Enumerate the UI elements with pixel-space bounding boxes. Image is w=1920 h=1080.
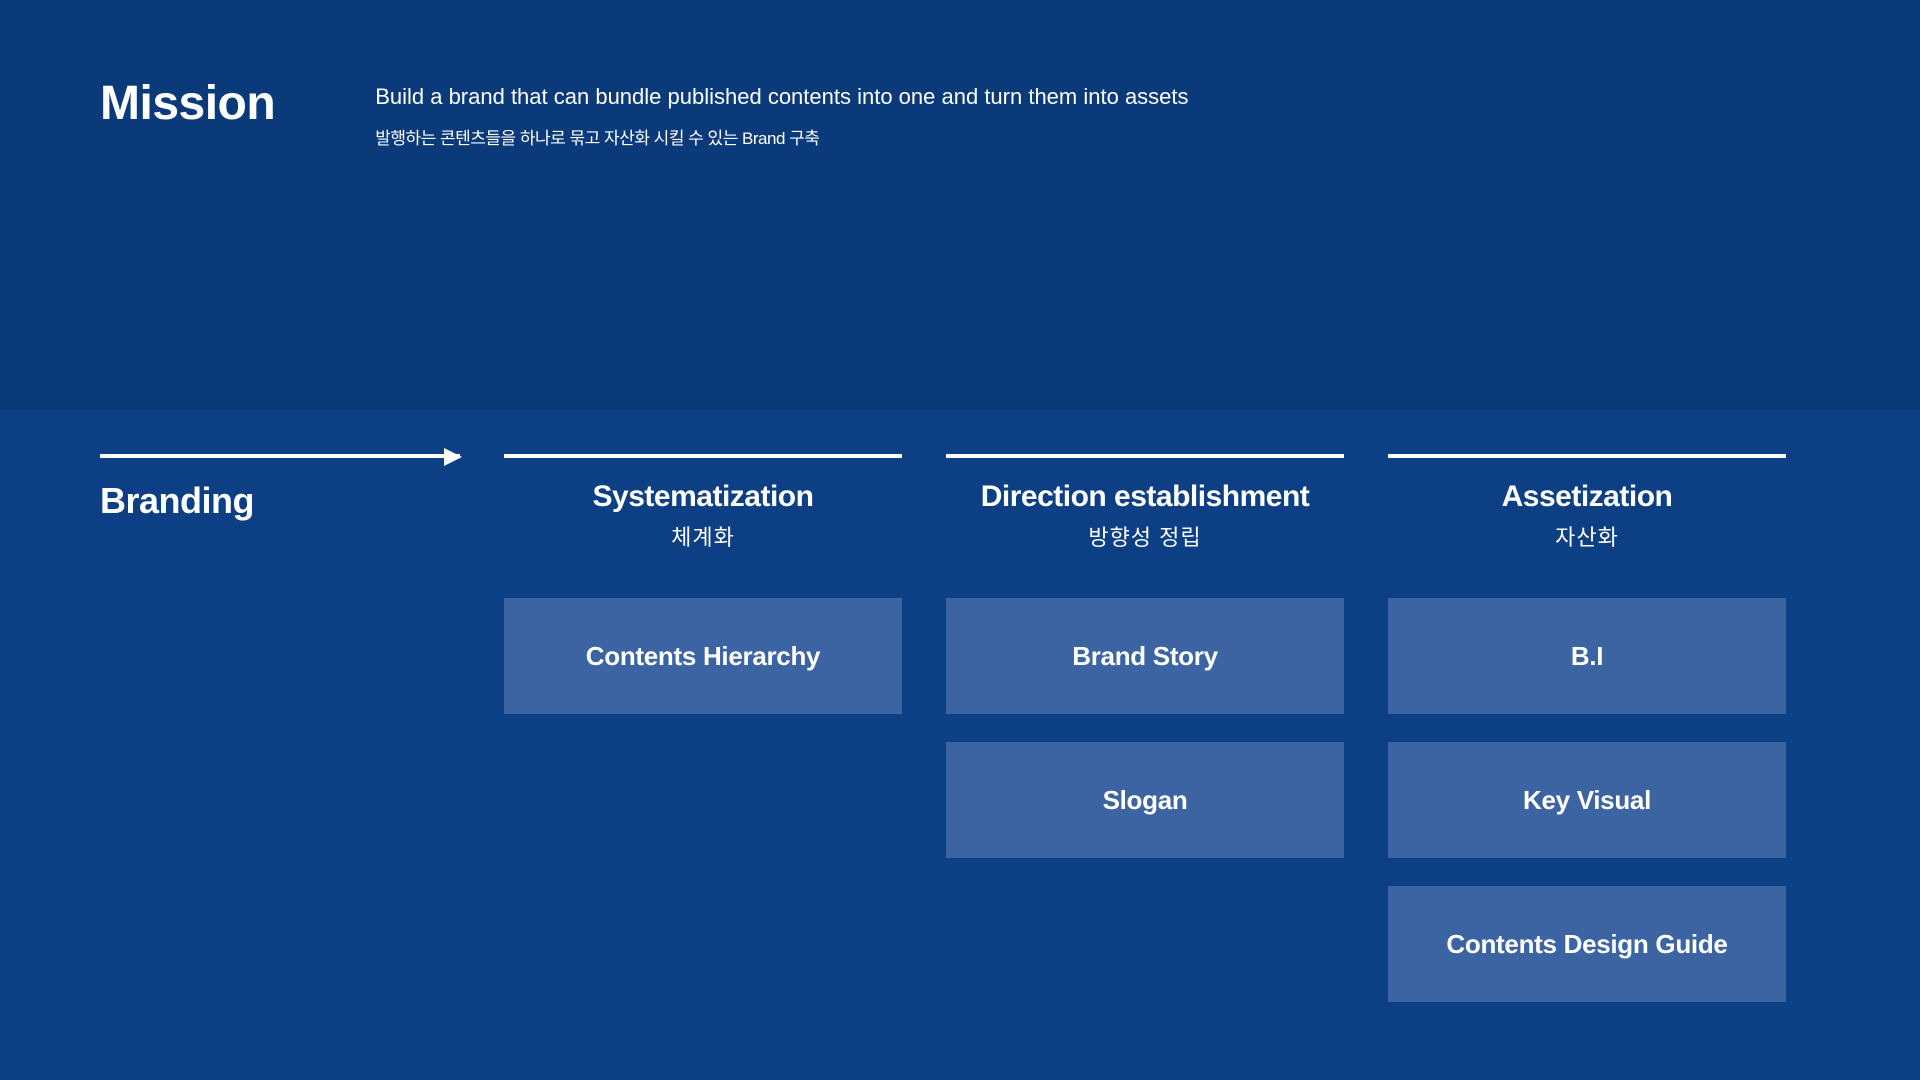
mission-description-en: Build a brand that can bundle published …: [375, 84, 1188, 110]
mission-texts: Build a brand that can bundle published …: [375, 76, 1188, 149]
branding-title: Branding: [100, 480, 460, 522]
col-systematization: Systematization 체계화 Contents Hierarchy: [504, 454, 902, 1030]
mission-title: Mission: [100, 76, 275, 131]
card-bi: B.I: [1388, 598, 1786, 714]
card-label: Contents Hierarchy: [586, 641, 820, 672]
mission-header-row: Mission Build a brand that can bundle pu…: [100, 76, 1820, 149]
pillar-subtitle: 체계화: [504, 520, 902, 552]
card-label: Slogan: [1103, 785, 1188, 816]
card-label: B.I: [1571, 641, 1603, 672]
pillar-subtitle: 자산화: [1388, 520, 1786, 552]
col-branding: Branding: [100, 454, 460, 1030]
branding-divider-arrow: [100, 454, 460, 458]
columns-container: Branding Systematization 체계화 Contents Hi…: [100, 454, 1820, 1030]
card-label: Brand Story: [1072, 641, 1218, 672]
pillar-title: Direction establishment: [946, 480, 1344, 514]
pillar-header-direction: Direction establishment 방향성 정립: [946, 480, 1344, 552]
card-label: Key Visual: [1523, 785, 1651, 816]
card-label: Contents Design Guide: [1446, 929, 1727, 960]
pillar-subtitle: 방향성 정립: [946, 520, 1344, 552]
card-key-visual: Key Visual: [1388, 742, 1786, 858]
pillar-divider: [504, 454, 902, 458]
card-contents-hierarchy: Contents Hierarchy: [504, 598, 902, 714]
pillar-divider: [1388, 454, 1786, 458]
col-direction: Direction establishment 방향성 정립 Brand Sto…: [946, 454, 1344, 1030]
branding-section: Branding Systematization 체계화 Contents Hi…: [0, 410, 1920, 1080]
card-brand-story: Brand Story: [946, 598, 1344, 714]
col-assetization: Assetization 자산화 B.I Key Visual Contents…: [1388, 454, 1786, 1030]
pillar-header-systematization: Systematization 체계화: [504, 480, 902, 552]
card-slogan: Slogan: [946, 742, 1344, 858]
mission-section: Mission Build a brand that can bundle pu…: [0, 0, 1920, 410]
pillar-divider: [946, 454, 1344, 458]
mission-description-ko: 발행하는 콘텐츠들을 하나로 묶고 자산화 시킬 수 있는 Brand 구축: [375, 124, 1188, 149]
card-contents-design-guide: Contents Design Guide: [1388, 886, 1786, 1002]
pillar-header-assetization: Assetization 자산화: [1388, 480, 1786, 552]
pillar-title: Systematization: [504, 480, 902, 514]
pillar-title: Assetization: [1388, 480, 1786, 514]
